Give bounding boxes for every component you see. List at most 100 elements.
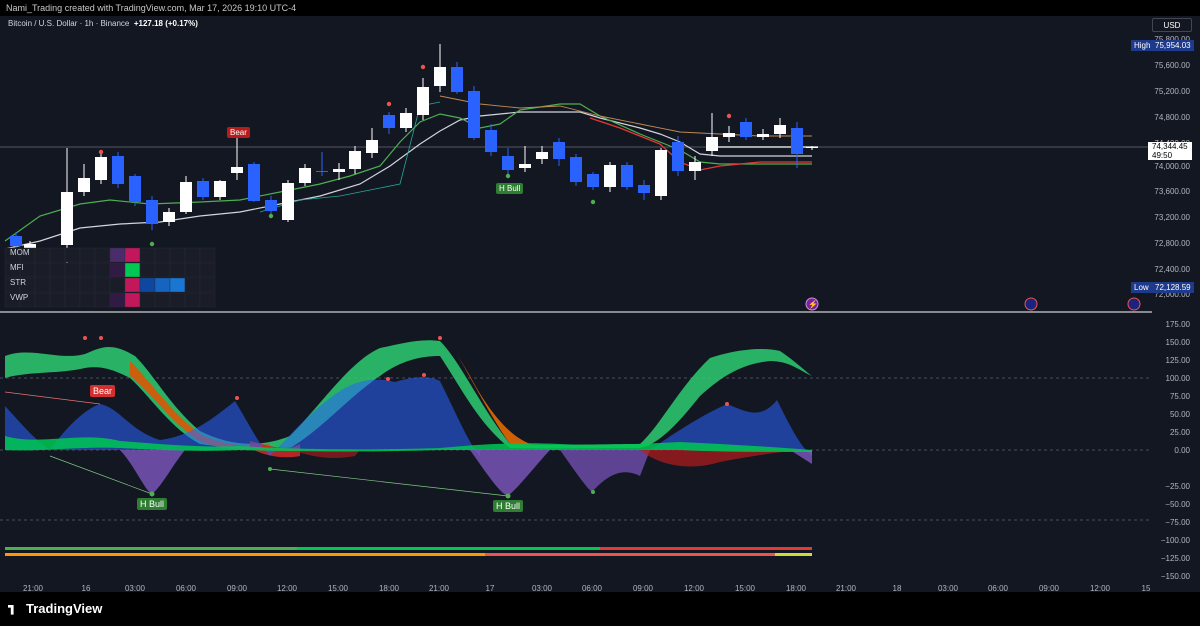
candle-body[interactable] [10,236,22,246]
candle-body[interactable] [451,67,463,92]
time-tick: 12:00 [1089,584,1111,593]
osc-tick: −50.00 [1165,500,1190,509]
heatmap-cell [199,292,216,308]
time-tick: 16 [81,584,91,593]
candle-body[interactable] [95,157,107,180]
h-bull-oscillator-tag[interactable]: H Bull [137,498,168,510]
candle-body[interactable] [180,182,192,212]
event-lightning-icon[interactable] [805,297,819,311]
time-tick: 09:00 [632,584,654,593]
candle-body[interactable] [61,192,73,245]
bear-divergence-line [4,391,101,405]
candle-body[interactable] [265,200,277,211]
candle-body[interactable] [587,174,599,187]
candle-body[interactable] [553,142,565,159]
candle-body[interactable] [163,212,175,222]
legend-row-mfi: MFI [10,263,24,272]
heatmap-cell [79,292,96,308]
signal-dot [420,64,426,70]
candle-body[interactable] [502,156,514,170]
heatmap-cell [49,262,66,278]
heatmap-cell [199,262,216,278]
candle-body[interactable] [791,128,803,154]
heatmap-cell [154,262,171,278]
attribution-bar: Nami_Trading created with TradingView.co… [0,0,1200,16]
price-axis[interactable] [1152,16,1200,592]
heatmap-cell [124,262,141,278]
legend-row-vwp: VWP [10,293,29,302]
heatmap-cell [184,262,201,278]
price-change: +127.18 (+0.17%) [133,19,198,28]
candle-body[interactable] [434,67,446,86]
candle-body[interactable] [485,130,497,152]
candlesticks[interactable] [10,44,818,263]
candle-body[interactable] [349,151,361,169]
heatmap-cell [49,247,66,263]
candle-body[interactable] [417,87,429,115]
candle-body[interactable] [621,165,633,187]
signal-dots [98,64,732,247]
candle-body[interactable] [197,181,209,197]
high-value: 75,954.03 [1152,40,1194,51]
signal-dot [590,199,596,205]
time-tick: 21:00 [835,584,857,593]
heatmap-cell [124,277,141,293]
heatmap-cell [94,277,111,293]
candle-body[interactable] [740,122,752,137]
candle-body[interactable] [672,142,684,171]
candle-body[interactable] [468,91,480,138]
candle-body[interactable] [570,157,582,182]
bear-dot [99,336,103,340]
time-tick: 18:00 [785,584,807,593]
heatmap-cell [154,247,171,263]
candle-body[interactable] [519,164,531,168]
candle-body[interactable] [248,164,260,201]
bear-oscillator-tag[interactable]: Bear [90,385,116,397]
candle-body[interactable] [112,156,124,184]
candle-body[interactable] [366,140,378,153]
candle-body[interactable] [282,183,294,220]
osc-tick: 125.00 [1165,356,1190,365]
attribution-text: Nami_Trading created with TradingView.co… [6,3,297,13]
candle-body[interactable] [757,134,769,137]
osc-tick: −75.00 [1165,518,1190,527]
h-bull-signal-tag[interactable]: H Bull [496,183,524,194]
us-flag-event-icon[interactable] [1024,297,1038,311]
mfi-green-band [5,436,812,452]
candle-body[interactable] [129,176,141,202]
candle-body[interactable] [655,150,667,196]
trend-bar-orange [5,553,485,556]
candle-body[interactable] [316,171,328,172]
candle-body[interactable] [706,137,718,151]
heatmap-cell [34,262,51,278]
heatmap-cell [184,292,201,308]
candle-body[interactable] [383,115,395,128]
h-bull-oscillator-tag-2[interactable]: H Bull [493,500,524,512]
bull-divergence-line-2 [269,468,509,497]
candle-body[interactable] [333,169,345,172]
candle-body[interactable] [689,162,701,171]
candle-body[interactable] [638,185,650,193]
heatmap-cell [169,262,186,278]
candle-body[interactable] [774,125,786,134]
candle-body[interactable] [536,152,548,159]
oscillator-pane[interactable] [0,336,1152,556]
candle-body[interactable] [299,168,311,183]
candle-body[interactable] [214,181,226,197]
candle-body[interactable] [24,244,36,248]
currency-button[interactable]: USD [1152,18,1192,32]
candle-body[interactable] [723,133,735,137]
candle-body[interactable] [400,113,412,128]
bear-signal-tag[interactable]: Bear [227,127,250,138]
heatmap-cell [94,292,111,308]
heatmap-cell [169,292,186,308]
candle-body[interactable] [146,200,158,224]
us-flag-event-icon-2[interactable] [1127,297,1141,311]
osc-tick: 150.00 [1165,338,1190,347]
candle-body[interactable] [231,167,243,173]
price-tick: 74,000.00 [1154,162,1190,171]
chart-canvas[interactable]: ⚡ [0,16,1200,592]
candle-body[interactable] [806,147,818,148]
candle-body[interactable] [604,165,616,187]
candle-body[interactable] [78,178,90,192]
